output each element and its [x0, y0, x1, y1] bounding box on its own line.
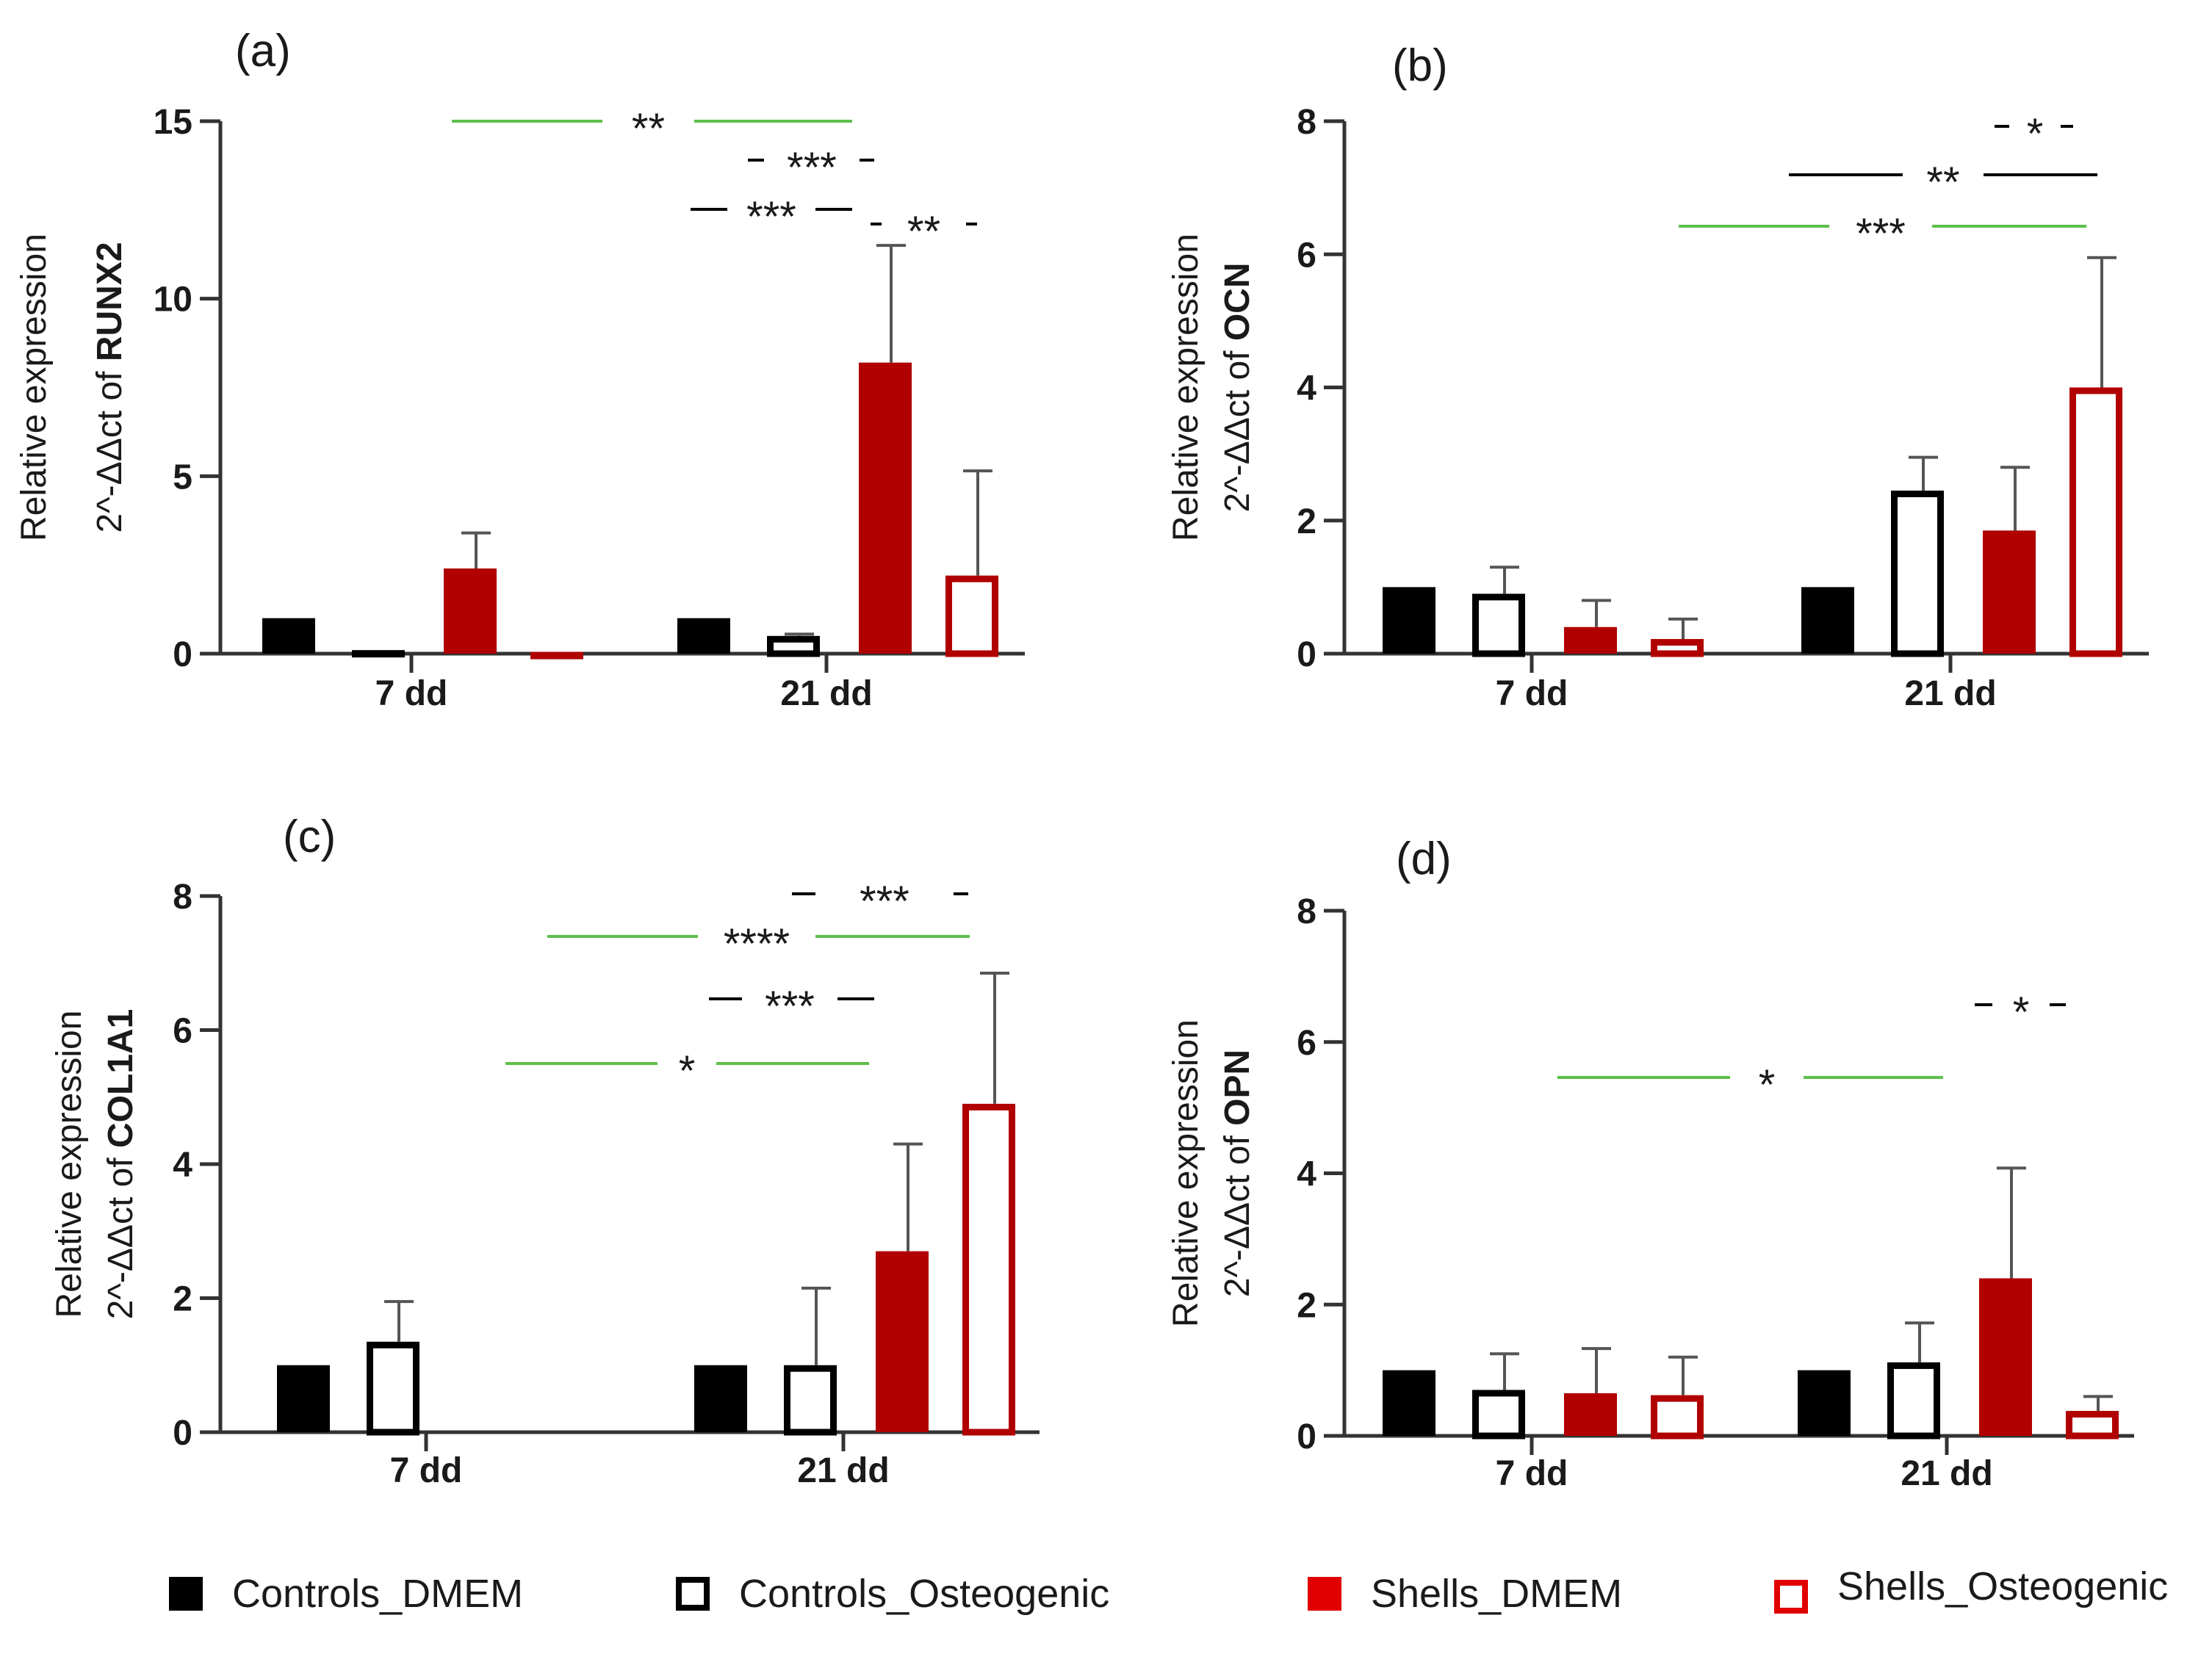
y-tick-label: 0 — [173, 1414, 192, 1453]
x-tick-label: 21 dd — [797, 1451, 889, 1490]
bar-controls-osteogenic — [767, 635, 820, 657]
legend-swatch-controls-osteogenic — [676, 1577, 710, 1611]
y-tick-label: 2 — [1297, 1286, 1316, 1325]
panel-col1a1: (c) 0 2 4 6 8 7 dd 21 dd Relative expression 2^-Δ… — [50, 812, 1040, 1490]
y-tick-label: 8 — [1297, 892, 1316, 931]
y-axis-label-line1: Relative expression — [15, 234, 54, 541]
bar-shells-dmem — [876, 1251, 929, 1432]
bar-controls-dmem — [1798, 1370, 1851, 1436]
significance-stars: *** — [746, 193, 796, 241]
significance-stars: ** — [1926, 159, 1959, 206]
x-tick-label: 7 dd — [390, 1451, 463, 1490]
legend-item-controls-osteogenic: Controls_Osteogenic — [676, 1561, 1109, 1627]
y-axis-label-line1: Relative expression — [50, 1011, 89, 1318]
bar-controls-osteogenic — [1472, 1390, 1525, 1440]
bar-shells-osteogenic — [962, 1103, 1015, 1436]
bar-shells-dmem — [1983, 530, 2036, 654]
significance-stars: * — [679, 1047, 696, 1095]
x-tick-label: 21 dd — [1904, 674, 1996, 713]
legend-swatch-shells-dmem — [1308, 1577, 1341, 1611]
bar-shells-dmem — [1979, 1278, 2032, 1436]
significance-stars: *** — [765, 983, 815, 1030]
y-tick-label: 0 — [1297, 635, 1316, 674]
significance-stars: *** — [787, 144, 837, 192]
y-tick-label: 4 — [1297, 1155, 1316, 1194]
significance-stars: **** — [724, 920, 790, 968]
bar-controls-osteogenic — [1887, 1362, 1940, 1440]
legend-label: Shells_Osteogenic — [1837, 1564, 2169, 1608]
y-tick-label: 6 — [1297, 236, 1316, 275]
bar-controls-osteogenic — [1891, 490, 1944, 657]
bar-controls-dmem — [277, 1365, 330, 1432]
panel-label: (a) — [235, 26, 291, 76]
legend-item-shells-osteogenic: Shells_Osteogenic — [1774, 1553, 2168, 1619]
y-axis-label-line1: Relative expression — [1167, 234, 1206, 541]
bar-shells-osteogenic — [2069, 387, 2122, 657]
y-tick-label: 0 — [1297, 1418, 1316, 1456]
bar-controls-dmem — [1383, 1370, 1435, 1436]
y-tick-label: 4 — [173, 1146, 192, 1185]
y-tick-label: 8 — [173, 878, 192, 917]
significance-stars: *** — [860, 878, 909, 925]
bar-controls-dmem — [694, 1365, 747, 1432]
legend-label: Controls_Osteogenic — [739, 1572, 1110, 1616]
x-tick-label: 7 dd — [375, 674, 448, 713]
y-axis-label-line2: 2^-ΔΔct of OPN — [1218, 1050, 1257, 1297]
significance-stars: *** — [1856, 210, 1906, 258]
bar-shells-dmem — [444, 568, 497, 654]
significance-stars: ** — [907, 208, 940, 256]
x-tick-label: 7 dd — [1496, 1454, 1568, 1493]
y-tick-label: 2 — [173, 1280, 192, 1319]
panel-runx2: (a) 0 5 10 15 7 dd 21 dd Relative expression 2^-… — [15, 26, 1025, 713]
y-tick-label: 15 — [154, 103, 192, 142]
legend-item-shells-dmem: Shells_DMEM — [1308, 1561, 1622, 1627]
x-tick-label: 7 dd — [1496, 674, 1568, 713]
panel-label: (c) — [283, 812, 336, 862]
y-tick-label: 0 — [173, 635, 192, 674]
y-axis-label-line2: 2^-ΔΔct of OCN — [1218, 262, 1257, 512]
x-tick-label: 21 dd — [1901, 1454, 1992, 1493]
legend-label: Controls_DMEM — [232, 1572, 524, 1616]
significance-stars: * — [1759, 1061, 1776, 1109]
bar-shells-dmem — [1564, 626, 1617, 654]
bar-controls-osteogenic — [1472, 593, 1525, 657]
bar-controls-dmem — [677, 618, 730, 654]
legend: Controls_DMEM Controls_Osteogenic Shells… — [0, 1561, 2212, 1627]
y-tick-label: 6 — [173, 1012, 192, 1051]
bar-shells-osteogenic — [1651, 1395, 1704, 1440]
bar-shells-osteogenic — [2066, 1411, 2119, 1440]
y-tick-label: 8 — [1297, 103, 1316, 142]
y-tick-label: 2 — [1297, 502, 1316, 541]
panel-label: (b) — [1392, 40, 1448, 91]
bar-shells-osteogenic — [1651, 639, 1704, 657]
significance-stars: * — [2013, 989, 2030, 1036]
bar-controls-osteogenic — [367, 1341, 419, 1436]
legend-label: Shells_DMEM — [1371, 1572, 1623, 1616]
bar-shells-osteogenic — [530, 651, 583, 660]
panel-opn: (d) 0 2 4 6 8 7 dd 21 dd Relative expression 2^-Δ… — [1167, 834, 2134, 1493]
y-tick-label: 4 — [1297, 369, 1316, 408]
y-tick-label: 10 — [154, 281, 192, 319]
x-tick-label: 21 dd — [780, 674, 872, 713]
bar-controls-dmem — [262, 618, 315, 654]
bar-controls-dmem — [1801, 587, 1854, 654]
bar-controls-osteogenic — [784, 1365, 837, 1436]
bar-controls-dmem — [1383, 587, 1435, 654]
bar-shells-osteogenic — [945, 575, 998, 657]
significance-stars: * — [2027, 110, 2044, 158]
bar-shells-dmem — [1564, 1393, 1617, 1436]
bar-shells-dmem — [859, 362, 912, 654]
y-axis-label-line1: Relative expression — [1167, 1019, 1206, 1327]
legend-swatch-shells-osteogenic — [1774, 1580, 1808, 1614]
legend-item-controls-dmem: Controls_DMEM — [169, 1561, 523, 1627]
y-tick-label: 6 — [1297, 1024, 1316, 1063]
y-tick-label: 5 — [173, 458, 192, 496]
legend-swatch-controls-dmem — [169, 1577, 203, 1611]
panel-label: (d) — [1396, 834, 1452, 884]
y-axis-label-line2: 2^-ΔΔct of COL1A1 — [101, 1009, 140, 1320]
significance-stars: ** — [632, 105, 665, 153]
y-axis-label-line2: 2^-ΔΔct of RUNX2 — [90, 242, 129, 532]
panel-ocn: (b) 0 2 4 6 8 7 dd 21 dd Relative expression 2^-Δ… — [1167, 40, 2149, 713]
